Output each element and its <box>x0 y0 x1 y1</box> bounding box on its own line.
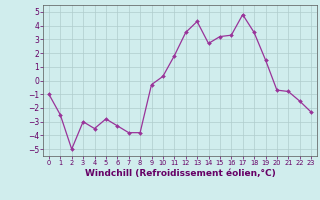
X-axis label: Windchill (Refroidissement éolien,°C): Windchill (Refroidissement éolien,°C) <box>84 169 276 178</box>
